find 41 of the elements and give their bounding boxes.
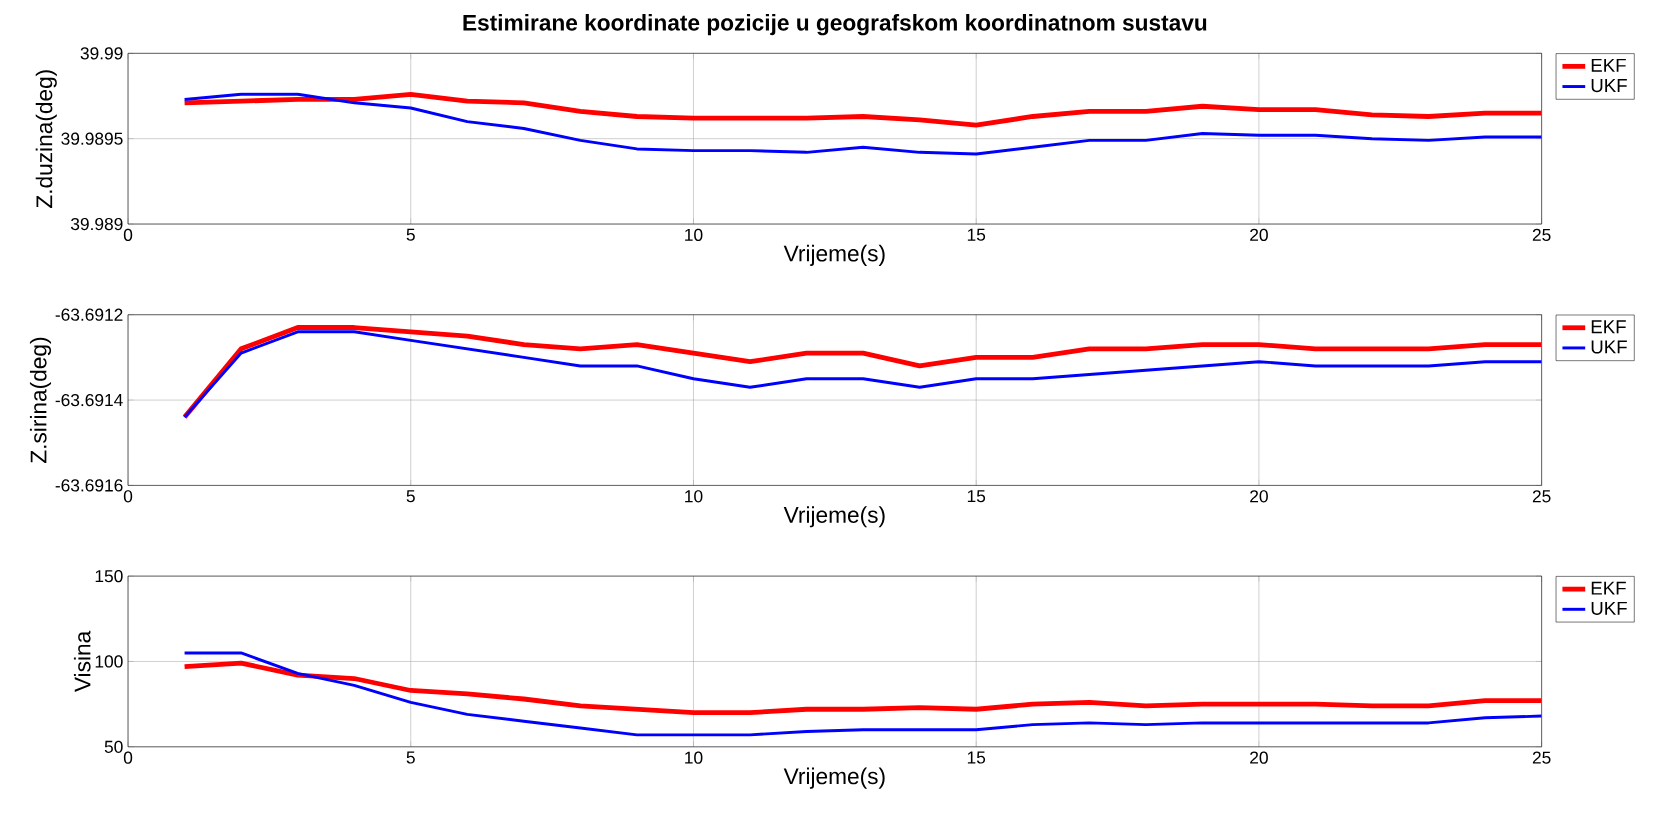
- x-axis-title: Vrijeme(s): [783, 767, 885, 789]
- x-tick-label: 5: [406, 228, 415, 241]
- x-tick-label: 25: [1532, 228, 1551, 241]
- x-tick-label: 15: [967, 489, 986, 502]
- x-axis-title: Vrijeme(s): [783, 244, 885, 266]
- legend-label: EKF: [1591, 58, 1626, 72]
- x-tick-label: 5: [406, 751, 415, 764]
- x-tick-label: 0: [123, 489, 133, 503]
- x-tick-label: 20: [1250, 751, 1268, 764]
- y-tick-label: 39.9895: [61, 132, 123, 145]
- line-series: [183, 92, 1542, 156]
- x-tick-label: 10: [685, 228, 703, 241]
- legend-label: EKF: [1591, 581, 1626, 595]
- x-tick-label: 25: [1532, 751, 1551, 764]
- x-tick-label: 0: [123, 751, 133, 764]
- y-tick-label: -63.6912: [55, 308, 123, 321]
- x-axis-title: Vrijeme(s): [783, 506, 885, 528]
- x-tick-label: 10: [685, 489, 703, 503]
- legend-label: EKF: [1591, 320, 1626, 333]
- y-tick-label: 50: [104, 740, 123, 753]
- legend-label: UKF: [1591, 601, 1627, 615]
- y-axis-title: Z.sirina(deg): [29, 337, 52, 463]
- y-axis-title: Visina: [73, 630, 91, 692]
- legend-label: UKF: [1591, 340, 1627, 354]
- x-tick-label: 20: [1250, 489, 1268, 503]
- x-tick-label: 15: [967, 751, 986, 764]
- legend-label: UKF: [1591, 78, 1627, 92]
- y-tick-label: 150: [95, 569, 123, 583]
- y-tick-label: 100: [95, 655, 123, 668]
- x-tick-label: 25: [1532, 489, 1551, 503]
- y-tick-label: 39.989: [70, 217, 123, 230]
- y-tick-label: -63.6916: [55, 479, 123, 492]
- y-tick-label: 39.99: [80, 46, 123, 60]
- x-tick-label: 0: [123, 228, 133, 241]
- x-tick-label: 10: [685, 751, 703, 764]
- chart-title: Estimirane koordinate pozicije u geografskom koordinatnom sustavu: [463, 13, 1207, 36]
- x-tick-label: 5: [406, 489, 415, 502]
- x-tick-label: 15: [967, 228, 986, 241]
- y-axis-title: Z.duzina(deg): [35, 69, 57, 208]
- y-tick-label: -63.6914: [55, 393, 123, 406]
- x-tick-label: 20: [1250, 228, 1268, 241]
